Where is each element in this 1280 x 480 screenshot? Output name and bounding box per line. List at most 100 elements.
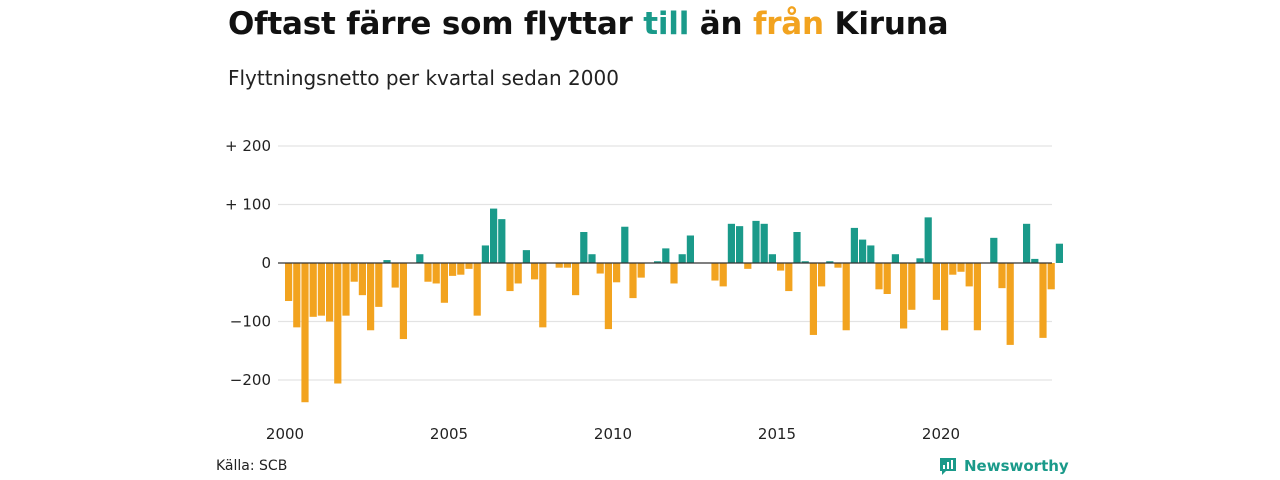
y-tick-label: −100 xyxy=(230,313,271,331)
bar xyxy=(309,263,317,317)
y-tick-label: 0 xyxy=(261,254,271,272)
bar xyxy=(604,263,612,330)
bar xyxy=(1047,263,1055,290)
bar xyxy=(859,239,867,263)
bar xyxy=(752,220,760,263)
bar xyxy=(932,263,940,300)
bar xyxy=(563,263,571,268)
bar xyxy=(850,227,858,263)
bar xyxy=(1055,243,1063,263)
bar xyxy=(613,263,621,283)
bar xyxy=(785,263,793,292)
bar xyxy=(760,223,768,264)
bar xyxy=(949,263,957,275)
bar xyxy=(941,263,949,331)
bar xyxy=(293,263,301,328)
x-axis-labels: 2000 2005 2010 2015 2020 xyxy=(266,425,960,443)
y-axis-labels: + 200 + 100 0 −100 −200 xyxy=(225,137,271,389)
bar xyxy=(490,208,498,263)
bar xyxy=(317,263,325,316)
bar xyxy=(342,263,350,316)
bar xyxy=(711,263,719,281)
bar xyxy=(440,263,448,303)
bar xyxy=(924,217,932,263)
bar xyxy=(900,263,908,329)
title-part-3: än xyxy=(689,6,753,42)
bar xyxy=(867,245,875,263)
bar xyxy=(654,261,662,263)
bar xyxy=(506,263,514,292)
newsworthy-logo: Newsworthy xyxy=(938,456,1069,476)
bar xyxy=(801,261,809,263)
bar xyxy=(629,263,637,299)
bar xyxy=(621,226,629,263)
bar xyxy=(358,263,366,296)
brand-name: Newsworthy xyxy=(964,457,1069,475)
bar xyxy=(662,248,670,264)
bar xyxy=(465,263,473,269)
chart-title: Oftast färre som flyttar till än från Ki… xyxy=(228,6,948,42)
bar xyxy=(990,237,998,263)
bar xyxy=(285,263,293,302)
bar xyxy=(481,245,489,263)
bar xyxy=(998,263,1006,289)
bar xyxy=(777,263,785,271)
bar xyxy=(686,235,694,263)
bar xyxy=(1031,258,1039,263)
bar xyxy=(473,263,481,316)
bar xyxy=(449,263,457,276)
bar xyxy=(367,263,375,331)
bar xyxy=(875,263,883,290)
bar xyxy=(596,263,604,274)
bar xyxy=(432,263,440,284)
bar xyxy=(301,263,309,403)
title-part-5: Kiruna xyxy=(823,6,949,42)
y-tick-label: −200 xyxy=(230,371,271,389)
bar xyxy=(1023,223,1031,264)
bar xyxy=(965,263,973,287)
bar xyxy=(391,263,399,288)
bar xyxy=(588,254,596,263)
x-tick-label: 2000 xyxy=(266,425,304,443)
bar xyxy=(834,263,842,268)
bar xyxy=(891,254,899,263)
title-highlight-fran: från xyxy=(752,6,824,42)
source-note: Källa: SCB xyxy=(216,458,288,474)
bar xyxy=(818,263,826,287)
bar xyxy=(842,263,850,331)
bar xyxy=(678,254,686,263)
bar xyxy=(1039,263,1047,338)
bar xyxy=(539,263,547,328)
bar xyxy=(973,263,981,331)
bar xyxy=(350,263,358,282)
x-tick-label: 2005 xyxy=(430,425,468,443)
bar xyxy=(957,263,965,272)
x-tick-label: 2010 xyxy=(594,425,632,443)
bar xyxy=(908,263,916,310)
title-highlight-till: till xyxy=(643,6,690,42)
x-tick-label: 2020 xyxy=(922,425,960,443)
bar xyxy=(719,263,727,287)
title-part-1: Oftast färre som flyttar xyxy=(228,6,644,42)
bar xyxy=(744,263,752,269)
bar xyxy=(375,263,383,307)
chart-subtitle: Flyttningsnetto per kvartal sedan 2000 xyxy=(228,66,619,90)
bar xyxy=(514,263,522,284)
bar xyxy=(424,263,432,282)
bar xyxy=(572,263,580,296)
newsworthy-icon xyxy=(940,458,956,475)
bar xyxy=(457,263,465,275)
bar xyxy=(826,261,834,263)
bar xyxy=(793,232,801,263)
bar xyxy=(670,263,678,284)
bar xyxy=(809,263,817,335)
bar xyxy=(580,232,588,263)
bars xyxy=(285,208,1063,403)
bar xyxy=(637,263,645,278)
x-tick-label: 2015 xyxy=(758,425,796,443)
bar xyxy=(1006,263,1014,345)
bar xyxy=(498,219,506,264)
bar xyxy=(916,258,924,263)
bar xyxy=(383,260,391,263)
